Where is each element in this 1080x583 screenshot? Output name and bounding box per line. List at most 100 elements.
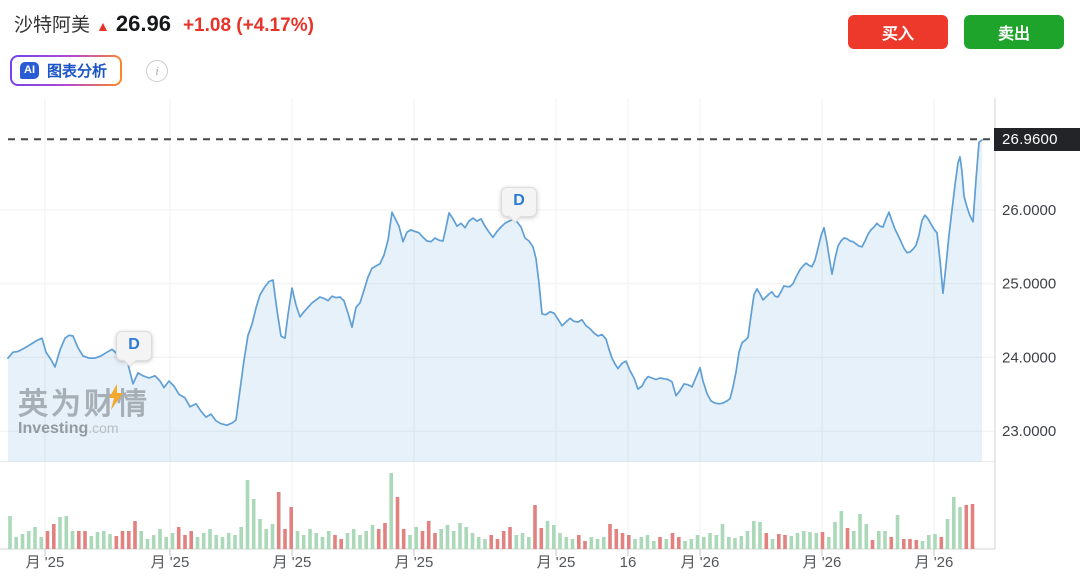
- volume-bar: [620, 533, 625, 549]
- volume-bar: [170, 533, 175, 549]
- volume-bar: [351, 529, 356, 549]
- dividend-marker[interactable]: D: [501, 186, 537, 217]
- volume-bar: [608, 524, 612, 549]
- volume-bar: [276, 492, 281, 549]
- volume-bar: [364, 531, 368, 549]
- volume-bar: [970, 504, 975, 549]
- volume-bar: [727, 537, 731, 549]
- buy-button[interactable]: 买入: [848, 15, 948, 49]
- volume-bar: [39, 537, 44, 549]
- watermark-cn: 英为财情: [18, 384, 150, 421]
- volume-bar: [214, 535, 218, 549]
- volume-bar: [602, 537, 606, 549]
- volume-bar: [733, 538, 737, 549]
- volume-bar: [451, 531, 456, 549]
- volume-bar: [370, 525, 375, 549]
- volume-bar: [33, 527, 37, 549]
- watermark: 英为财情 Investing.com: [18, 384, 150, 437]
- volume-bar: [820, 532, 825, 549]
- volume-bar: [752, 521, 756, 549]
- x-axis-label: 月 '25: [273, 554, 312, 571]
- volume-bar: [514, 535, 519, 549]
- volume-bar: [945, 519, 950, 549]
- price-area-fill: [8, 140, 982, 462]
- volume-bar: [233, 535, 237, 549]
- volume-bar: [839, 511, 844, 549]
- volume-bar: [745, 531, 750, 549]
- x-axis-label: 月 '25: [26, 554, 65, 571]
- y-axis-label: 25.0000: [1002, 276, 1056, 293]
- volume-bar: [8, 516, 12, 549]
- volume-bar: [570, 539, 575, 549]
- volume-bar: [383, 523, 387, 549]
- volume-bar: [533, 505, 537, 549]
- info-icon[interactable]: i: [146, 60, 168, 82]
- volume-bar: [827, 537, 831, 549]
- volume-bar: [333, 535, 337, 549]
- volume-bar: [689, 539, 694, 549]
- volume-bar: [345, 533, 350, 549]
- volume-bar: [852, 531, 856, 549]
- volume-bar: [808, 532, 812, 549]
- volume-bar: [908, 539, 912, 549]
- x-axis-label: 月 '25: [537, 554, 576, 571]
- volume-bar: [870, 540, 875, 549]
- x-axis-label: 月 '26: [803, 554, 842, 571]
- volume-bar: [658, 537, 662, 549]
- volume-bar: [739, 536, 744, 549]
- volume-bar: [439, 529, 443, 549]
- volume-bar: [958, 507, 962, 549]
- volume-bar: [270, 524, 275, 549]
- volume-bar: [458, 523, 462, 549]
- volume-bar: [933, 534, 937, 549]
- volume-bar: [489, 535, 493, 549]
- volume-bar: [902, 539, 906, 549]
- volume-bar: [464, 527, 468, 549]
- watermark-bolt-icon: [109, 384, 123, 410]
- volume-bar: [627, 535, 631, 549]
- volume-bar: [151, 535, 156, 549]
- volume-bar: [664, 539, 669, 549]
- volume-bar: [527, 537, 531, 549]
- volume-bar: [301, 535, 306, 549]
- volume-bar: [20, 534, 25, 549]
- volume-bar: [114, 536, 119, 549]
- volume-bar: [445, 525, 450, 549]
- y-axis-label: 23.0000: [1002, 423, 1056, 440]
- volume-bar: [814, 533, 819, 549]
- volume-bar: [877, 531, 881, 549]
- volume-bar: [433, 533, 437, 549]
- volume-bar: [139, 531, 143, 549]
- volume-bar: [702, 537, 706, 549]
- volume-bar: [289, 507, 293, 549]
- x-axis-label: 月 '26: [915, 554, 954, 571]
- volume-bar: [952, 497, 956, 549]
- volume-bar: [508, 527, 512, 549]
- dividend-marker[interactable]: D: [116, 331, 152, 362]
- volume-bar: [783, 535, 787, 549]
- x-axis-label: 月 '25: [151, 554, 190, 571]
- volume-bar: [408, 535, 412, 549]
- sell-button[interactable]: 卖出: [964, 15, 1064, 49]
- volume-bar: [358, 535, 362, 549]
- volume-bar: [802, 531, 806, 549]
- ai-icon: AI: [20, 62, 39, 79]
- volume-bar: [889, 537, 894, 549]
- volume-bar: [914, 540, 919, 549]
- volume-bar: [133, 521, 137, 549]
- volume-bar: [395, 497, 400, 549]
- instrument-header: 沙特阿美 ▲ 26.96 +1.08 (+4.17%): [14, 10, 314, 37]
- volume-bar: [633, 539, 637, 549]
- last-price: 26.96: [115, 11, 171, 36]
- ai-chart-analysis-button[interactable]: AI 图表分析: [10, 55, 122, 86]
- volume-bar: [108, 534, 112, 549]
- volume-bar: [895, 515, 900, 549]
- price-up-arrow-icon: ▲: [96, 18, 110, 34]
- volume-bar: [245, 480, 250, 549]
- volume-bar: [70, 531, 75, 549]
- volume-bar: [426, 521, 431, 549]
- volume-bar: [695, 535, 700, 549]
- volume-bar: [777, 534, 781, 549]
- volume-bar: [127, 531, 131, 549]
